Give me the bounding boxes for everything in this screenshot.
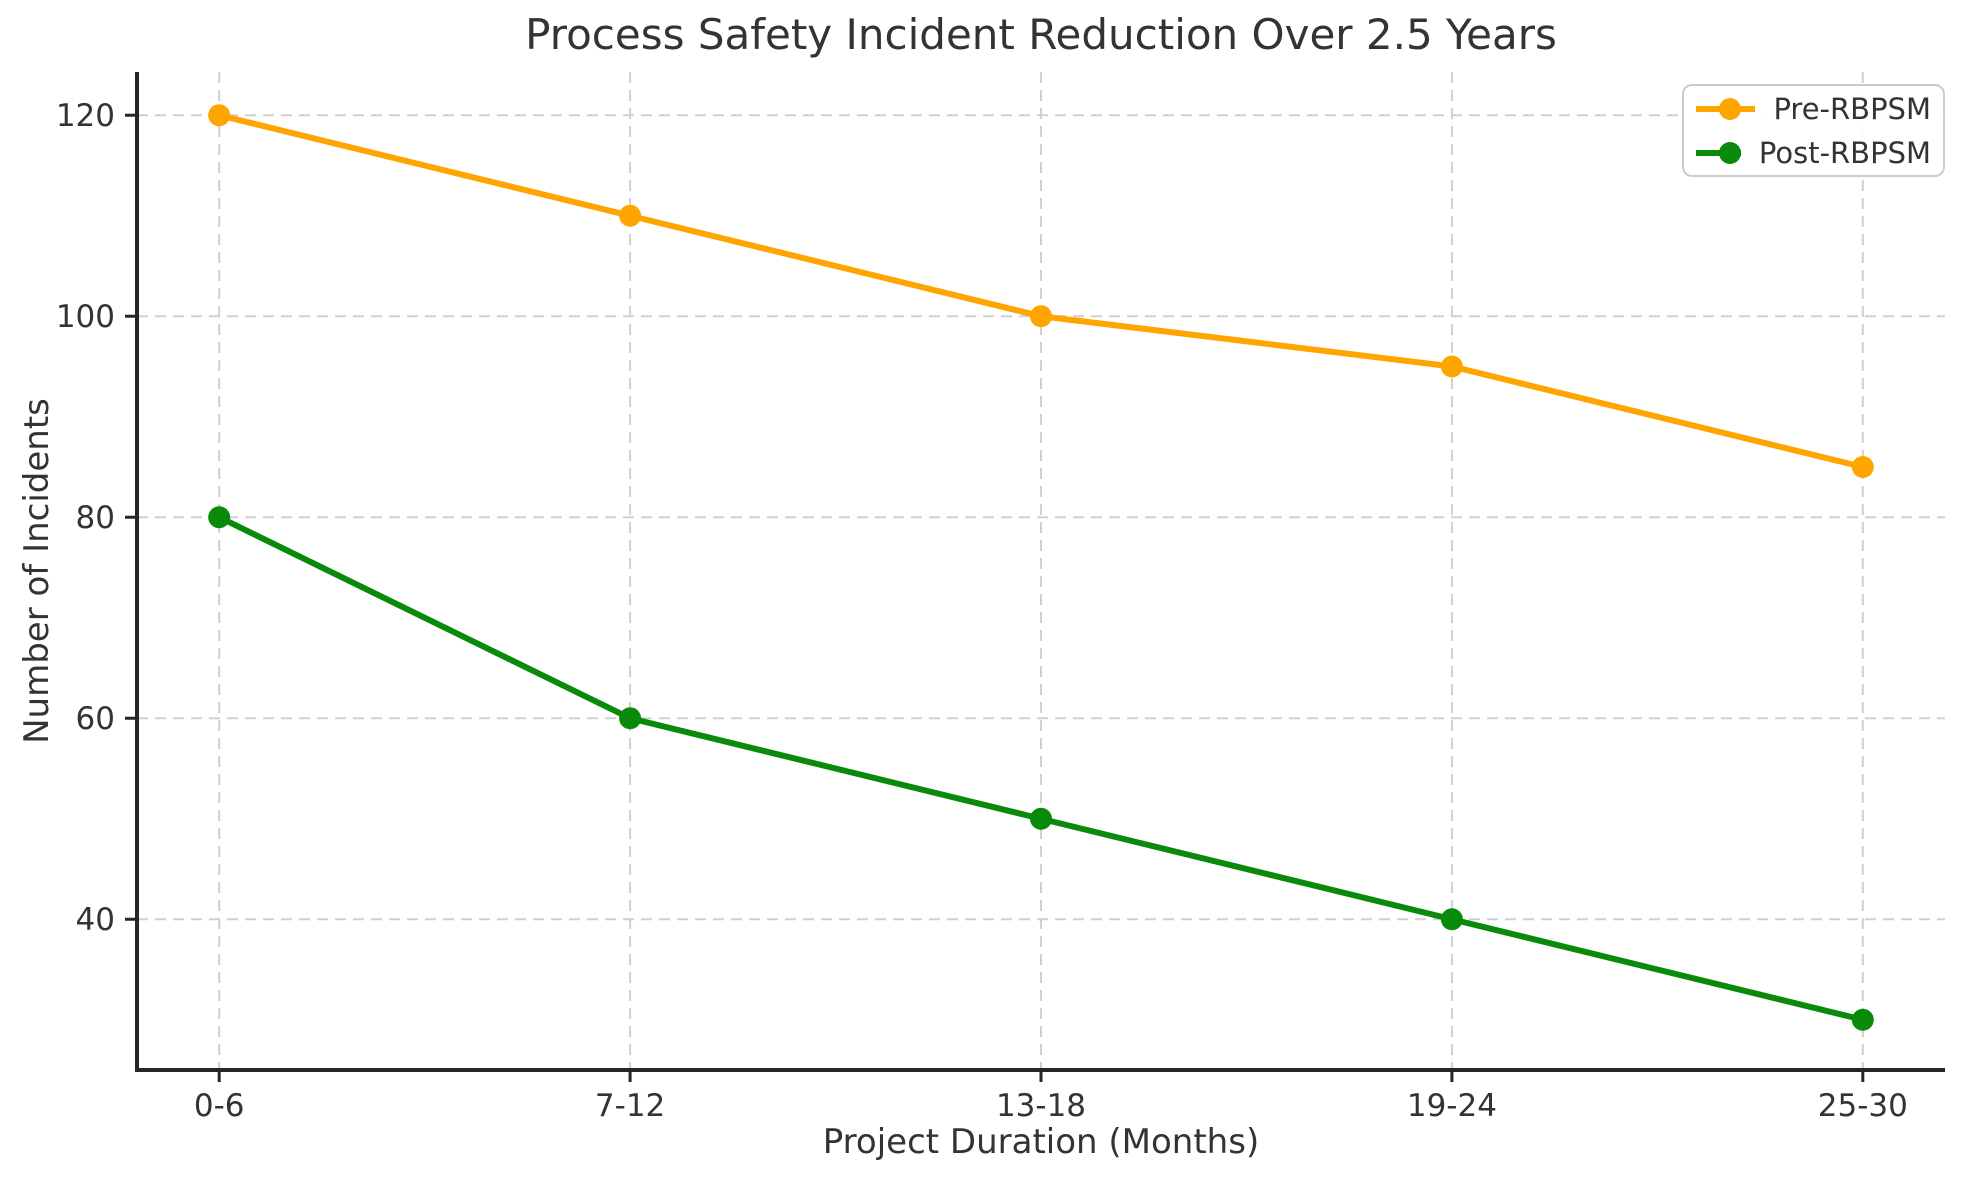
y-tick-label: 100: [56, 299, 115, 335]
y-tick-label: 40: [76, 902, 115, 938]
y-tick-label: 80: [76, 500, 115, 536]
chart-title: Process Safety Incident Reduction Over 2…: [525, 10, 1557, 59]
legend-label-post-rbpsm: Post-RBPSM: [1758, 135, 1931, 170]
data-point-post-rbpsm-19-24: [1440, 908, 1463, 931]
y-tick-label: 60: [76, 701, 115, 737]
data-point-pre-rbpsm-7-12: [619, 204, 642, 227]
legend-swatch-post-rbpsm: [1696, 141, 1741, 164]
legend-item-post-rbpsm: Post-RBPSM: [1694, 136, 1931, 170]
data-point-pre-rbpsm-19-24: [1440, 355, 1463, 378]
x-tick-label: 13-18: [996, 1088, 1086, 1124]
legend-swatch-pre-rbpsm: [1696, 97, 1756, 120]
y-tick-label: 120: [56, 98, 115, 134]
data-point-post-rbpsm-0-6: [208, 506, 231, 529]
data-point-post-rbpsm-25-30: [1851, 1008, 1874, 1031]
x-tick-label: 25-30: [1818, 1088, 1908, 1124]
legend: Pre-RBPSM Post-RBPSM: [1682, 84, 1945, 177]
data-point-post-rbpsm-7-12: [619, 707, 642, 730]
data-point-pre-rbpsm-0-6: [208, 104, 231, 127]
y-axis-label: Number of Incidents: [17, 398, 57, 744]
x-tick-label: 19-24: [1407, 1088, 1497, 1124]
data-point-pre-rbpsm-13-18: [1030, 305, 1052, 328]
data-point-post-rbpsm-13-18: [1030, 807, 1052, 830]
x-tick-label: 0-6: [194, 1088, 245, 1124]
data-point-pre-rbpsm-25-30: [1851, 455, 1874, 478]
legend-label-pre-rbpsm: Pre-RBPSM: [1773, 91, 1931, 126]
legend-item-pre-rbpsm: Pre-RBPSM: [1694, 92, 1931, 126]
x-axis-label: Project Duration (Months): [822, 1122, 1260, 1162]
x-tick-label: 7-12: [595, 1088, 665, 1124]
